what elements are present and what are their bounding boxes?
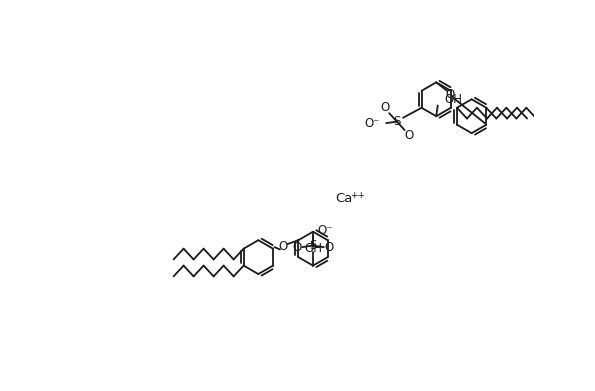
Text: O: O [405, 129, 414, 142]
Text: OH: OH [304, 242, 322, 255]
Text: O: O [380, 101, 389, 114]
Text: Ca: Ca [335, 192, 352, 205]
Text: O⁻: O⁻ [365, 117, 380, 130]
Text: OH: OH [444, 93, 462, 106]
Text: O: O [446, 88, 455, 101]
Text: O: O [292, 240, 302, 254]
Text: S: S [393, 115, 400, 128]
Text: O⁻: O⁻ [318, 224, 333, 237]
Text: O: O [278, 240, 287, 253]
Text: ++: ++ [350, 191, 365, 200]
Text: S: S [309, 239, 317, 252]
Text: O: O [324, 240, 334, 254]
